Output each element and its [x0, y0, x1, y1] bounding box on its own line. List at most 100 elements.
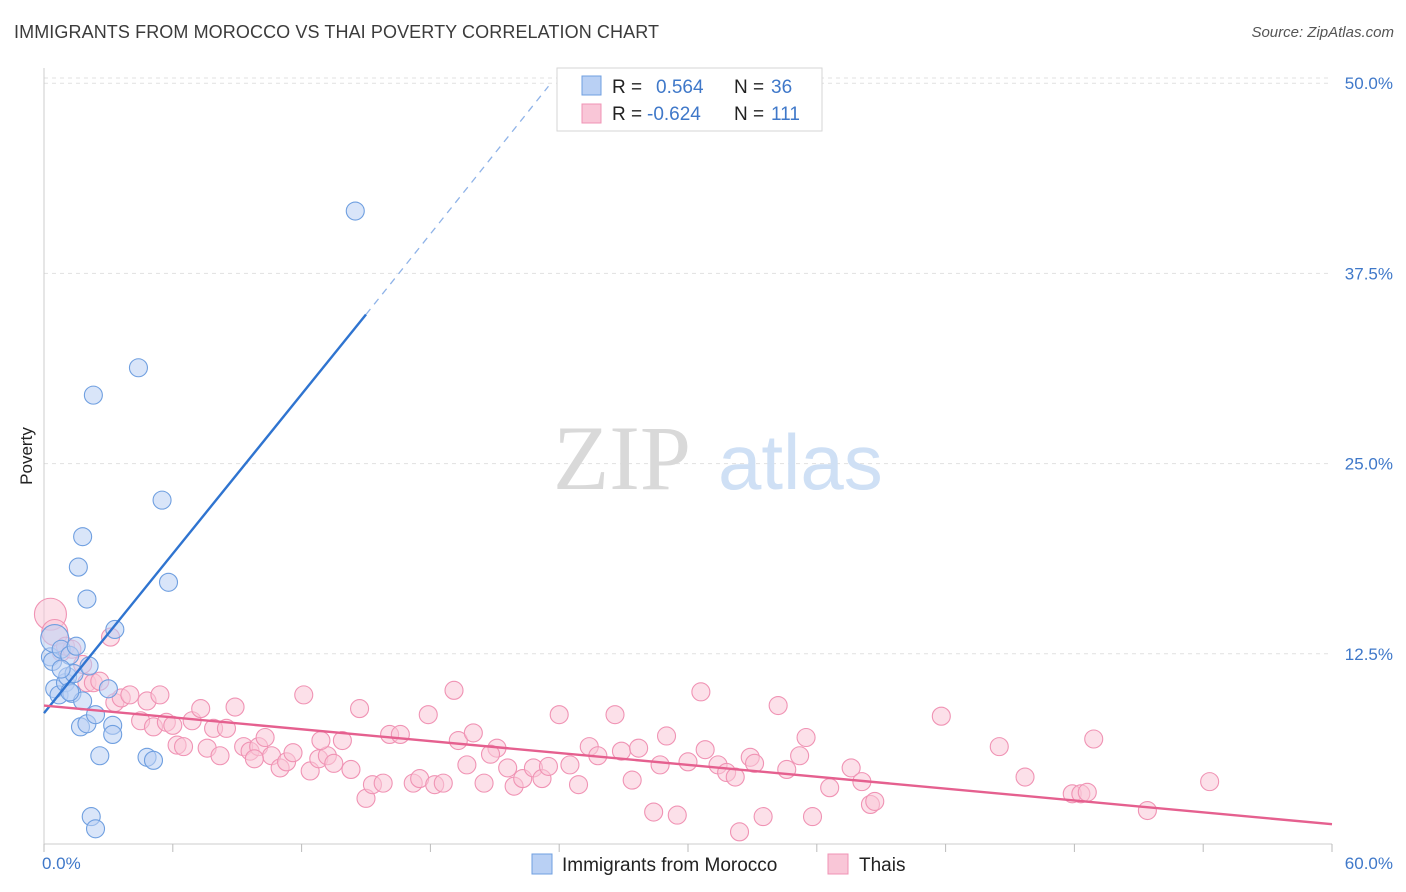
point-morocco	[66, 636, 86, 656]
point-thai	[820, 778, 840, 798]
point-thai	[444, 680, 464, 700]
point-thai	[1137, 800, 1157, 821]
point-thai	[650, 755, 670, 775]
point-thai	[865, 791, 885, 811]
source-credit: Source: ZipAtlas.com	[1251, 24, 1394, 41]
legend-r-label-morocco: R =	[612, 77, 642, 98]
legend-swatch-thais	[581, 103, 602, 124]
point-morocco	[83, 385, 103, 405]
trend-line-morocco	[43, 313, 367, 714]
point-thai	[433, 773, 453, 793]
chart-title: IMMIGRANTS FROM MOROCCO VS THAI POVERTY …	[14, 22, 660, 42]
legend-n-label-thais: N =	[734, 104, 764, 125]
point-thai	[255, 727, 275, 748]
point-thai	[656, 726, 677, 746]
point-thai	[480, 744, 501, 764]
point-thai	[753, 807, 773, 827]
series-thais	[33, 597, 1220, 842]
y-tick-label: 25.0%	[1345, 455, 1393, 474]
point-thai	[341, 759, 361, 779]
y-axis-label: Poverty	[17, 427, 36, 485]
point-thai	[931, 706, 951, 726]
x-ticks	[43, 844, 1333, 852]
point-thai	[120, 685, 140, 705]
point-thai	[644, 802, 664, 822]
point-thai	[1084, 729, 1104, 749]
point-thai	[790, 746, 810, 766]
point-thai	[605, 705, 625, 725]
point-morocco	[73, 527, 93, 547]
point-thai	[498, 758, 518, 778]
point-thai	[667, 805, 687, 825]
legend-n-label-morocco: N =	[734, 77, 764, 98]
point-thai	[678, 752, 698, 772]
point-morocco	[143, 750, 164, 770]
point-thai	[989, 737, 1009, 757]
point-thai	[244, 749, 264, 769]
point-thai	[463, 723, 483, 743]
point-morocco	[85, 705, 106, 725]
legend-n-value-morocco: 36	[771, 77, 792, 98]
y-tick-label: 12.5%	[1345, 645, 1393, 664]
legend-r-value-thais: -0.624	[647, 104, 701, 125]
point-morocco	[51, 659, 71, 679]
point-morocco	[345, 201, 365, 221]
y-tick-label: 50.0%	[1345, 74, 1393, 93]
x-tick-label-min: 0.0%	[42, 854, 81, 873]
point-thai	[796, 727, 816, 748]
trend-line-thais	[43, 704, 1333, 826]
bottom-legend-swatch-thais	[827, 853, 849, 875]
point-morocco	[77, 589, 97, 609]
legend-r-value-morocco: 0.564	[656, 77, 704, 98]
x-tick-labels: 0.0% 60.0%	[42, 854, 1393, 873]
point-thai	[324, 753, 344, 773]
point-thai	[1200, 772, 1220, 792]
point-thai	[418, 705, 438, 725]
point-thai	[622, 770, 642, 790]
bottom-legend-label-morocco: Immigrants from Morocco	[562, 855, 777, 876]
point-morocco	[152, 490, 172, 510]
legend-r-label-thais: R =	[612, 104, 642, 125]
bottom-legend-label-thais: Thais	[859, 855, 905, 876]
legend-swatch-morocco	[581, 75, 602, 96]
point-thai	[560, 755, 580, 775]
watermark: ZIP atlas	[553, 407, 883, 509]
point-thai	[1015, 767, 1035, 787]
point-thai	[695, 740, 715, 760]
watermark-zip: ZIP	[553, 407, 691, 509]
point-thai	[173, 737, 194, 757]
y-tick-label: 37.5%	[1345, 264, 1393, 283]
point-thai	[744, 753, 765, 773]
x-tick-label-max: 60.0%	[1345, 854, 1393, 873]
point-morocco	[85, 819, 106, 839]
point-morocco	[128, 358, 149, 378]
point-thai	[150, 685, 170, 705]
watermark-atlas: atlas	[718, 418, 883, 506]
y-tick-labels: 12.5% 25.0% 37.5% 50.0%	[1345, 74, 1393, 664]
point-morocco	[60, 682, 80, 702]
point-thai	[294, 685, 314, 705]
point-thai	[311, 730, 331, 751]
point-thai	[474, 773, 494, 793]
point-thai	[729, 822, 750, 842]
point-morocco	[90, 746, 110, 766]
point-thai	[538, 756, 559, 776]
point-thai	[373, 773, 393, 793]
point-morocco	[158, 572, 179, 592]
bottom-legend-swatch-morocco	[531, 853, 553, 875]
point-thai	[841, 758, 861, 778]
point-thai	[283, 743, 303, 763]
point-thai	[629, 738, 649, 758]
point-thai	[1077, 782, 1097, 802]
point-thai	[390, 724, 410, 744]
point-thai	[768, 695, 788, 716]
point-thai	[802, 807, 823, 827]
point-morocco	[98, 679, 118, 699]
legend-top: R = 0.564 N = 36 R = -0.624 N = 111	[556, 67, 823, 132]
grid-lines	[44, 77, 1332, 655]
point-thai	[549, 705, 569, 725]
point-morocco	[68, 557, 88, 577]
point-thai	[691, 682, 711, 702]
point-morocco	[103, 724, 123, 744]
